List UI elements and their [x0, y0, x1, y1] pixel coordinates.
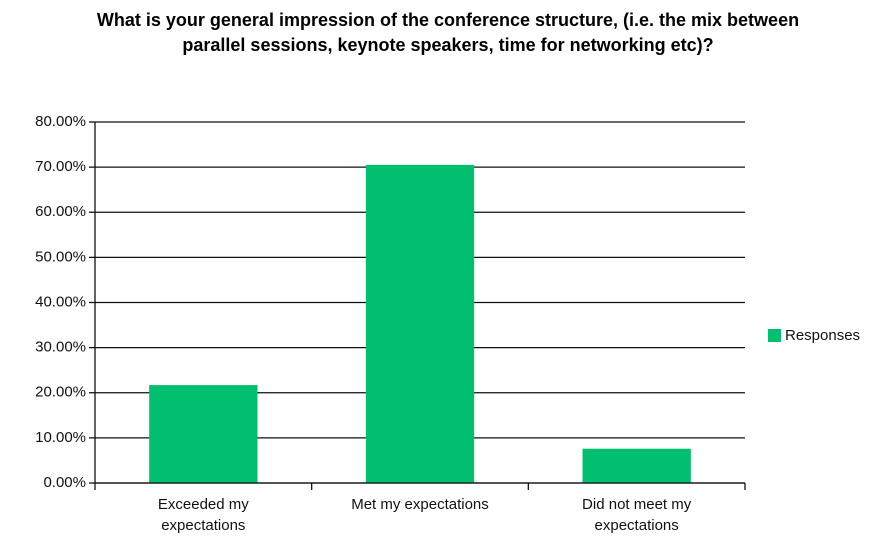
- x-tick-label: Met my expectations: [351, 496, 489, 513]
- y-tick-label: 40.00%: [35, 293, 86, 310]
- chart-title: What is your general impression of the c…: [96, 10, 800, 55]
- y-tick-label: 60.00%: [35, 203, 86, 220]
- bar: [149, 385, 258, 483]
- y-tick-label: 0.00%: [43, 474, 86, 491]
- x-tick-label: Exceeded my expectations: [157, 496, 249, 534]
- y-tick-label: 20.00%: [35, 384, 86, 401]
- y-tick-label: 70.00%: [35, 158, 86, 175]
- y-tick-label: 80.00%: [35, 113, 86, 130]
- y-tick-label: 50.00%: [35, 248, 86, 265]
- bar: [582, 448, 691, 483]
- x-tick-label: Did not meet my expectations: [582, 496, 692, 534]
- y-tick-label: 30.00%: [35, 339, 86, 356]
- bar: [365, 164, 475, 483]
- y-tick-label: 10.00%: [35, 429, 86, 446]
- legend-label: Responses: [785, 327, 860, 344]
- legend-swatch: [768, 329, 781, 342]
